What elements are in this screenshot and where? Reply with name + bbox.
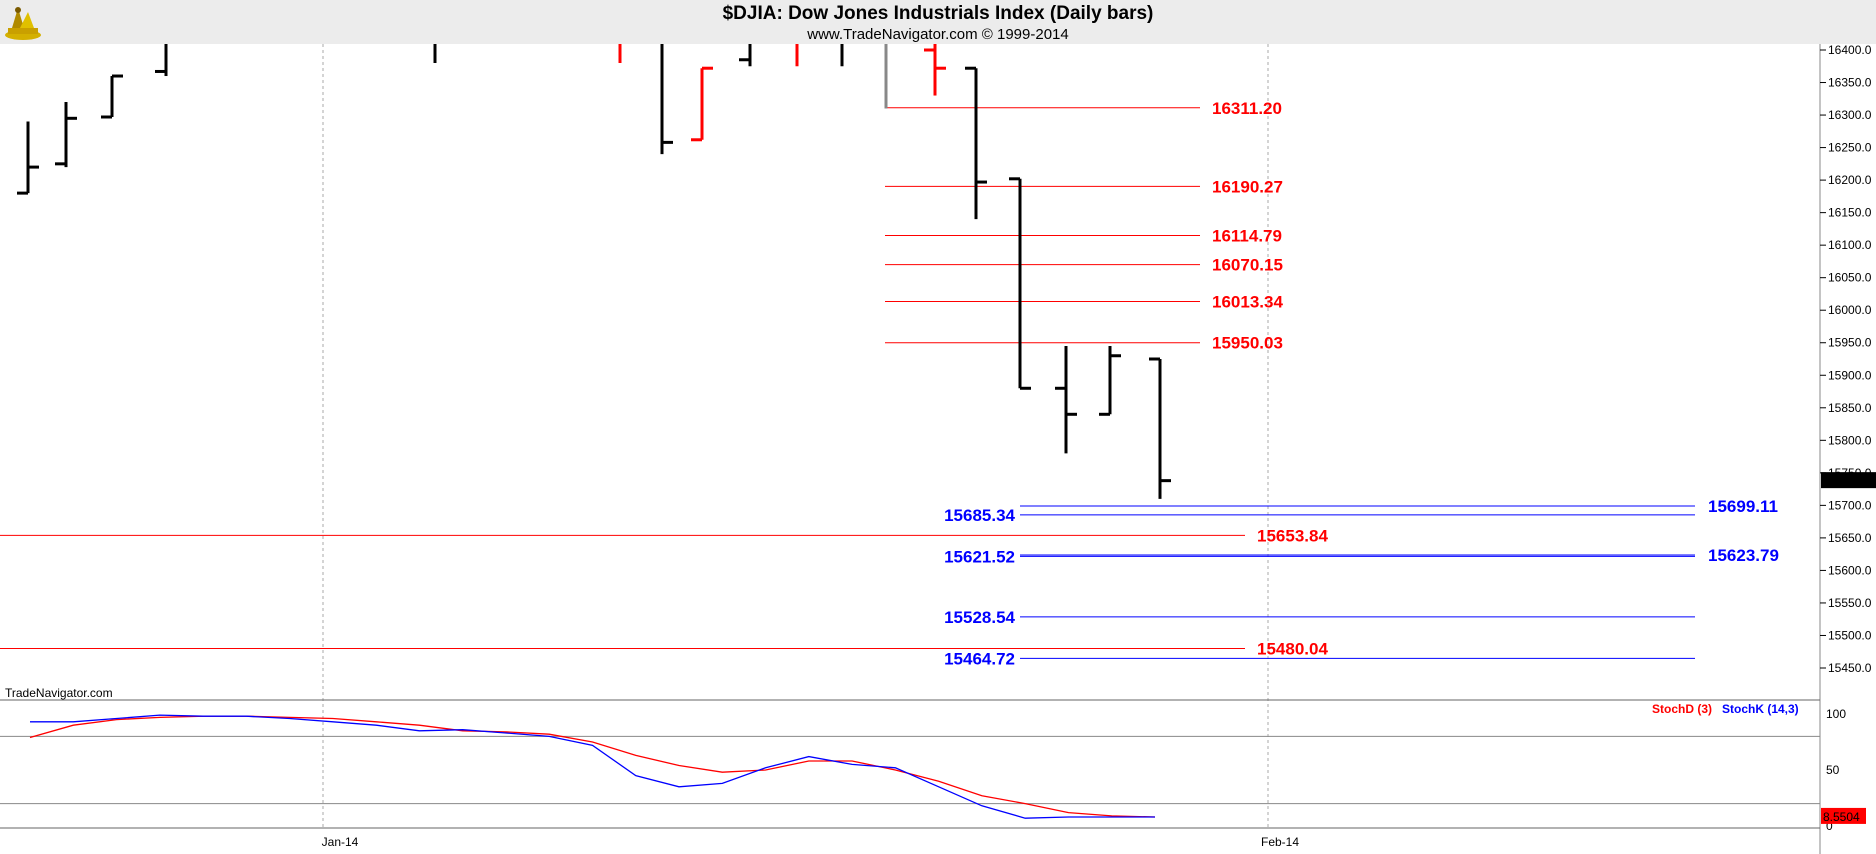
x-tick-label: Feb-14 bbox=[1261, 835, 1299, 849]
fib-level-label: 15653.84 bbox=[1257, 526, 1328, 545]
price-levels: 16311.20 16190.27 16114.79 16070.15 16013.34… bbox=[0, 99, 1779, 668]
date-axis: Jan-14 Feb-14 bbox=[0, 827, 1820, 849]
resistance-level-label: 15950.03 bbox=[1212, 334, 1283, 353]
y-tick-label: 15600.0 bbox=[1828, 563, 1872, 577]
gridlines bbox=[322, 44, 1269, 828]
stoch-y-tick-label: 0 bbox=[1826, 819, 1833, 833]
stoch-k-legend: StochK (14,3) bbox=[1722, 702, 1799, 716]
chart-subtitle: www.TradeNavigator.com © 1999-2014 bbox=[807, 26, 1069, 43]
watermark-label: TradeNavigator.com bbox=[5, 686, 113, 700]
resistance-level-label: 16070.15 bbox=[1212, 256, 1283, 275]
resistance-level-label: 16311.20 bbox=[1212, 99, 1282, 118]
y-tick-label: 16100.0 bbox=[1828, 238, 1872, 252]
y-tick-label: 15550.0 bbox=[1828, 596, 1872, 610]
y-tick-label: 16300.0 bbox=[1828, 108, 1872, 122]
y-tick-label: 15950.0 bbox=[1828, 336, 1872, 350]
y-tick-label: 15800.0 bbox=[1828, 433, 1872, 447]
stoch-d-legend: StochD (3) bbox=[1652, 702, 1712, 716]
y-tick-label: 16000.0 bbox=[1828, 303, 1872, 317]
chart-title: $DJIA: Dow Jones Industrials Index (Dail… bbox=[722, 3, 1154, 24]
stoch-value-label: 8.5504 bbox=[1823, 810, 1860, 824]
y-tick-label: 15850.0 bbox=[1828, 401, 1872, 415]
x-tick-label: Jan-14 bbox=[322, 835, 359, 849]
trade-navigator-logo-icon bbox=[5, 7, 41, 40]
y-tick-label: 15700.0 bbox=[1828, 498, 1872, 512]
y-tick-label: 16050.0 bbox=[1828, 271, 1872, 285]
stoch-y-tick-label: 100 bbox=[1826, 707, 1846, 721]
resistance-level-label: 16013.34 bbox=[1212, 293, 1283, 312]
y-tick-label: 16200.0 bbox=[1828, 173, 1872, 187]
ohlc-bars bbox=[17, 44, 1171, 499]
support-level-label: 15623.79 bbox=[1708, 546, 1779, 565]
support-level-label: 15464.72 bbox=[944, 649, 1015, 668]
y-tick-label: 15900.0 bbox=[1828, 368, 1872, 382]
last-price-label: 15738.79 bbox=[1823, 474, 1873, 488]
resistance-level-label: 16190.27 bbox=[1212, 177, 1283, 196]
resistance-level-label: 16114.79 bbox=[1212, 227, 1282, 246]
y-tick-label: 16400.0 bbox=[1828, 43, 1872, 57]
price-axis: 16400.0 16350.0 16300.0 16250.0 16200.0 16150… bbox=[1819, 43, 1876, 854]
fib-level-label: 15480.04 bbox=[1257, 639, 1328, 658]
y-tick-label: 16250.0 bbox=[1828, 141, 1872, 155]
y-tick-label: 15650.0 bbox=[1828, 531, 1872, 545]
last-price-tag bbox=[1821, 472, 1876, 489]
stoch-y-tick-label: 50 bbox=[1826, 763, 1840, 777]
support-level-label: 15528.54 bbox=[944, 608, 1015, 627]
support-level-label: 15699.11 bbox=[1708, 497, 1778, 516]
y-tick-label: 15500.0 bbox=[1828, 628, 1872, 642]
stochastic-panel: 100 50 0 StochD (3) StochK (14,3) 8.5504 bbox=[0, 699, 1866, 833]
stoch-line bbox=[30, 714, 1155, 819]
stoch-value-tag bbox=[1821, 807, 1866, 824]
chart-header: $DJIA: Dow Jones Industrials Index (Dail… bbox=[0, 0, 1876, 44]
y-tick-label: 16350.0 bbox=[1828, 76, 1872, 90]
support-level-label: 15685.34 bbox=[944, 506, 1015, 525]
support-level-label: 15621.52 bbox=[944, 547, 1015, 566]
y-tick-label: 15450.0 bbox=[1828, 661, 1872, 675]
y-tick-label: 16150.0 bbox=[1828, 206, 1872, 220]
